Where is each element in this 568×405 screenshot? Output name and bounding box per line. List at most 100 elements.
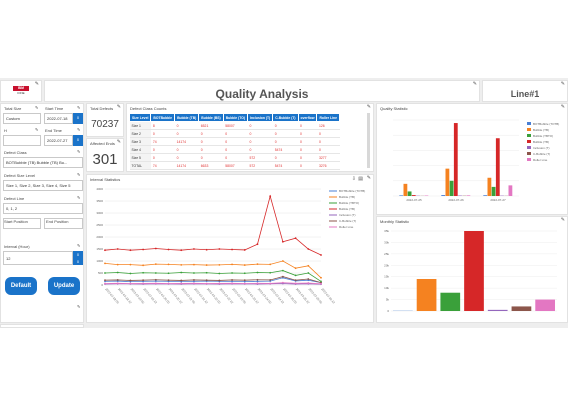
data-point[interactable] (231, 272, 233, 274)
data-point[interactable] (243, 282, 246, 285)
data-point[interactable] (104, 249, 106, 252)
bar[interactable] (399, 195, 404, 196)
data-point[interactable] (256, 243, 259, 246)
data-point[interactable] (281, 260, 284, 262)
data-point[interactable] (180, 263, 183, 266)
data-point[interactable] (129, 272, 132, 275)
chart-menu-icon[interactable]: ▤ (358, 176, 363, 182)
edit-icon[interactable]: ✎ (560, 81, 565, 87)
default-button[interactable]: Default (5, 277, 37, 295)
data-point[interactable] (243, 264, 246, 266)
bar[interactable] (441, 195, 446, 196)
defect-line-select[interactable]: 0, 1, 2 (3, 203, 83, 214)
data-point[interactable] (269, 271, 272, 274)
table-header-cell[interactable]: Bubble (TO) (222, 113, 249, 122)
data-point[interactable] (256, 280, 259, 283)
data-point[interactable] (205, 279, 208, 282)
data-point[interactable] (231, 263, 233, 266)
table-header-cell[interactable]: Bubble (BS) (198, 113, 224, 122)
data-point[interactable] (281, 269, 284, 272)
start-time-input[interactable]: 2022-07-18 (44, 113, 73, 124)
edit-icon[interactable]: ✎ (77, 105, 81, 110)
data-point[interactable] (294, 274, 297, 277)
table-header-cell[interactable]: Inclusion (T) (247, 113, 274, 122)
data-point[interactable] (167, 279, 170, 282)
data-point[interactable] (104, 282, 106, 285)
data-point[interactable] (180, 249, 183, 252)
legend-label[interactable]: Roller Line (339, 225, 354, 229)
bar[interactable] (466, 195, 471, 196)
defect-class-select[interactable]: BOTBubble (TB) Bubble (TB) Bu... (3, 157, 83, 168)
edit-icon[interactable]: ✎ (35, 127, 39, 132)
data-point[interactable] (269, 279, 272, 281)
data-point[interactable] (116, 263, 119, 266)
bar[interactable] (508, 185, 513, 196)
edit-icon[interactable]: ✎ (77, 172, 81, 177)
legend-label[interactable]: Inclusion (T) (339, 213, 356, 217)
data-point[interactable] (243, 272, 246, 275)
legend-label[interactable]: BOTBubble (TOTB) (533, 122, 559, 126)
data-point[interactable] (231, 248, 233, 251)
legend-label[interactable]: C-Bubble (T) (533, 152, 550, 156)
data-point[interactable] (294, 267, 297, 270)
data-point[interactable] (281, 240, 284, 243)
bar[interactable] (449, 180, 454, 196)
bar[interactable] (487, 309, 508, 311)
data-point[interactable] (231, 280, 233, 283)
data-point[interactable] (167, 248, 170, 251)
data-point[interactable] (154, 278, 157, 281)
data-point[interactable] (193, 248, 195, 250)
legend-label[interactable]: Bubble (TB) (339, 207, 355, 211)
h-input[interactable] (3, 135, 41, 146)
data-point[interactable] (154, 272, 157, 274)
data-point[interactable] (320, 282, 322, 285)
legend-label[interactable]: Bubble (TB) (533, 140, 549, 144)
data-point[interactable] (193, 280, 195, 283)
data-point[interactable] (218, 272, 221, 275)
bar[interactable] (416, 279, 437, 311)
data-point[interactable] (256, 282, 259, 285)
edit-icon[interactable]: ✎ (472, 81, 477, 87)
table-header-cell[interactable]: C-Bubble (T) (272, 113, 299, 122)
data-point[interactable] (129, 282, 132, 285)
data-point[interactable] (218, 279, 221, 282)
data-point[interactable] (256, 271, 259, 274)
edit-icon[interactable]: ✎ (35, 105, 39, 110)
data-point[interactable] (307, 282, 310, 284)
end-time-button[interactable]: 0 (73, 135, 83, 146)
data-point[interactable] (205, 282, 208, 285)
data-point[interactable] (167, 263, 170, 266)
bar[interactable] (483, 195, 488, 196)
end-time-input[interactable]: 2022-07-27 (44, 135, 73, 146)
data-point[interactable] (180, 282, 183, 285)
data-point[interactable] (116, 282, 119, 285)
edit-icon[interactable]: ✎ (77, 243, 81, 248)
data-point[interactable] (205, 264, 208, 266)
data-point[interactable] (154, 247, 157, 250)
table-header-cell[interactable]: overflow (297, 113, 318, 122)
bar[interactable] (495, 138, 500, 196)
data-point[interactable] (320, 276, 322, 279)
data-point[interactable] (167, 282, 170, 285)
legend-label[interactable]: Roller Line (533, 158, 548, 162)
data-point[interactable] (193, 279, 195, 281)
legend-label[interactable]: Bubble (TBTO) (339, 201, 359, 205)
bar[interactable] (403, 183, 408, 196)
data-point[interactable] (104, 262, 106, 265)
edit-icon[interactable]: ✎ (366, 104, 371, 110)
table-header-cell[interactable]: Size Level (128, 113, 152, 122)
edit-icon[interactable]: ✎ (77, 127, 81, 132)
bar[interactable] (453, 123, 458, 196)
data-point[interactable] (243, 249, 246, 251)
data-point[interactable] (129, 249, 132, 252)
data-point[interactable] (154, 280, 157, 283)
data-point[interactable] (269, 263, 272, 266)
data-point[interactable] (256, 278, 259, 281)
end-position-input[interactable] (44, 218, 83, 229)
edit-icon[interactable]: ✎ (560, 104, 565, 110)
data-point[interactable] (116, 279, 119, 281)
edit-icon[interactable]: ✎ (77, 195, 81, 200)
edit-icon[interactable]: ✎ (366, 175, 371, 181)
legend-label[interactable]: BOTBubble (TOTB) (339, 189, 365, 193)
bar[interactable] (445, 168, 450, 196)
